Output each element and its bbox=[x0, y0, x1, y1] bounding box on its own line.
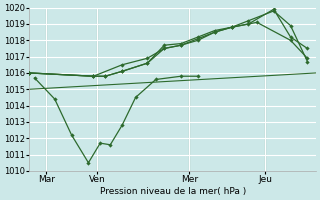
X-axis label: Pression niveau de la mer( hPa ): Pression niveau de la mer( hPa ) bbox=[100, 187, 246, 196]
